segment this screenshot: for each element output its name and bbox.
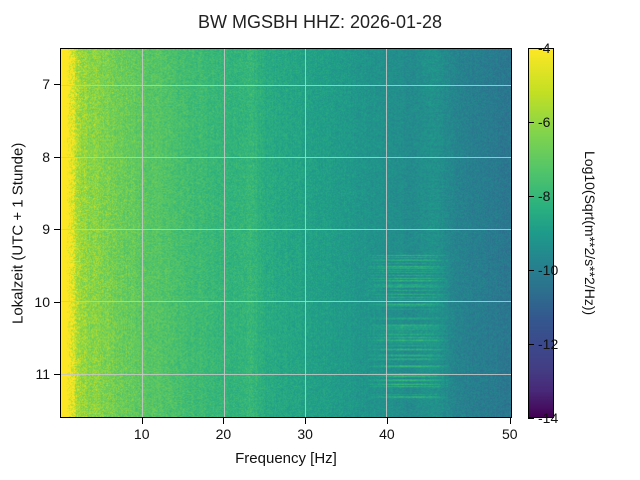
cbtick-label--8: -8 <box>538 188 550 204</box>
gridline-freq-10 <box>142 49 143 417</box>
gridline-freq-20 <box>224 49 225 417</box>
ytick-mark-8 <box>54 157 60 158</box>
cbtick-label--12: -12 <box>538 336 558 352</box>
colorbar-gradient[interactable] <box>528 48 554 418</box>
gridline-time-10 <box>61 301 511 302</box>
ytick-label-7: 7 <box>42 76 50 92</box>
xtick-mark-40 <box>387 418 388 424</box>
colorbar-label: Log10(Sqrt(m**2/s**2/Hz)) <box>580 48 600 418</box>
ytick-mark-11 <box>54 374 60 375</box>
cbtick-mark--6 <box>528 122 534 123</box>
gridline-time-9 <box>61 229 511 230</box>
ytick-label-8: 8 <box>42 149 50 165</box>
gridline-time-7 <box>61 85 511 86</box>
cbtick-label--10: -10 <box>538 262 558 278</box>
spectrogram-canvas[interactable] <box>61 49 511 417</box>
x-axis-label: Frequency [Hz] <box>60 450 512 467</box>
ytick-mark-9 <box>54 229 60 230</box>
cbtick-mark--10 <box>528 270 534 271</box>
cbtick-mark--12 <box>528 344 534 345</box>
gridline-freq-30 <box>305 49 306 417</box>
xtick-label-50: 50 <box>502 426 518 442</box>
ytick-label-9: 9 <box>42 221 50 237</box>
page-title: BW MGSBH HHZ: 2026-01-28 <box>0 12 640 33</box>
xtick-label-40: 40 <box>379 426 395 442</box>
cbtick-label--6: -6 <box>538 114 550 130</box>
gridline-freq-40 <box>386 49 387 417</box>
cbtick-mark--14 <box>528 418 534 419</box>
xtick-label-30: 30 <box>297 426 313 442</box>
y-axis-ticks: 7 8 9 10 11 <box>30 48 60 418</box>
x-axis-ticks: 10 20 30 40 50 <box>60 418 512 432</box>
spectrogram-plot-area[interactable] <box>60 48 512 418</box>
colorbar-container[interactable]: -4 -6 -8 -10 -12 -14 Log10(Sqrt(m**2/s**… <box>528 48 554 418</box>
xtick-mark-30 <box>305 418 306 424</box>
xtick-mark-10 <box>142 418 143 424</box>
cbtick-mark--4 <box>528 48 534 49</box>
xtick-label-10: 10 <box>134 426 150 442</box>
cbtick-mark--8 <box>528 196 534 197</box>
xtick-mark-20 <box>223 418 224 424</box>
ytick-label-10: 10 <box>34 294 50 310</box>
ytick-mark-7 <box>54 84 60 85</box>
spectrogram-window: BW MGSBH HHZ: 2026-01-28 10 20 30 40 50 … <box>0 0 640 480</box>
cbtick-label--4: -4 <box>538 40 550 56</box>
y-axis-label: Lokalzeit (UTC + 1 Stunde) <box>8 48 28 418</box>
xtick-label-20: 20 <box>216 426 232 442</box>
xtick-mark-50 <box>510 418 511 424</box>
cbtick-label--14: -14 <box>538 410 558 426</box>
gridline-time-11 <box>61 374 511 375</box>
gridline-time-8 <box>61 157 511 158</box>
ytick-label-11: 11 <box>35 366 50 382</box>
ytick-mark-10 <box>54 302 60 303</box>
